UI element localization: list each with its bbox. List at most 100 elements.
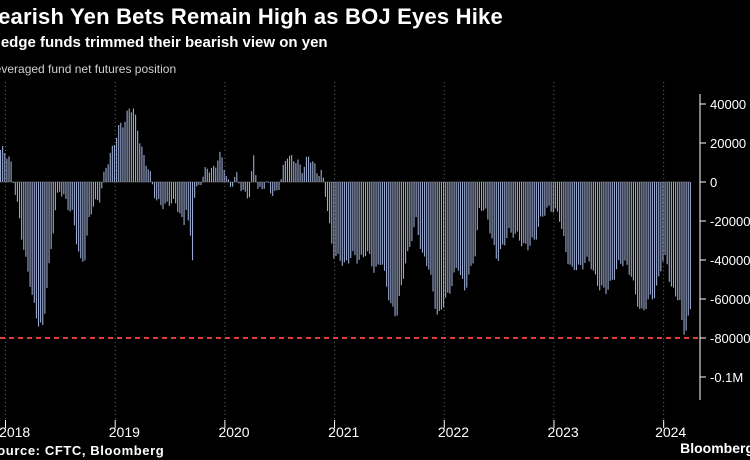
position-bar: [282, 164, 284, 182]
position-bar: [430, 182, 432, 275]
position-bar: [438, 182, 440, 311]
position-bar: [124, 121, 126, 182]
position-bar: [647, 182, 649, 300]
position-bar: [546, 182, 548, 208]
position-bar: [597, 182, 599, 286]
position-bar: [86, 182, 88, 236]
position-bar: [529, 182, 531, 246]
position-bar: [421, 182, 424, 253]
position-bar: [156, 182, 158, 201]
position-bar: [27, 182, 29, 272]
position-bar: [449, 182, 451, 294]
position-bar: [299, 164, 301, 182]
position-bar: [611, 182, 613, 280]
position-bar: [263, 182, 265, 189]
position-bar: [65, 182, 67, 199]
bloomberg-logo: Bloomberg: [680, 440, 750, 456]
position-bar: [630, 182, 632, 277]
position-bar: [443, 182, 445, 308]
position-bar: [624, 182, 626, 261]
position-bar: [466, 182, 468, 288]
position-bar: [453, 182, 455, 273]
position-bar: [514, 182, 516, 234]
y-tick-label: -60000: [710, 292, 750, 307]
position-bar: [242, 182, 244, 190]
position-bar: [556, 182, 559, 212]
position-bar: [59, 182, 61, 192]
position-bar: [411, 182, 413, 241]
position-bar: [71, 182, 73, 210]
y-tick-label: -20000: [710, 214, 750, 229]
position-bar: [297, 159, 299, 182]
position-bar: [487, 182, 489, 220]
position-bar: [356, 182, 358, 264]
position-bar: [499, 182, 502, 250]
position-bar: [603, 182, 605, 288]
position-bar: [164, 182, 166, 204]
position-bar: [683, 182, 685, 335]
position-bar: [255, 175, 257, 182]
position-bar: [605, 182, 607, 295]
position-bar: [4, 152, 6, 182]
position-bar: [398, 182, 400, 296]
position-bar: [424, 182, 426, 257]
position-bar: [455, 182, 457, 268]
position-bar: [82, 182, 84, 262]
position-bar: [316, 173, 318, 182]
position-bar: [609, 182, 611, 281]
position-bar: [111, 145, 113, 182]
position-bar: [122, 127, 124, 182]
position-bar: [120, 122, 122, 182]
position-bar: [394, 182, 396, 317]
position-bar: [44, 182, 46, 314]
position-bar: [613, 182, 615, 280]
position-bar: [172, 182, 175, 199]
position-bar: [90, 182, 92, 215]
y-tick-label: -0.1M: [710, 370, 743, 385]
position-bar: [565, 182, 567, 253]
position-bar: [105, 167, 107, 182]
position-bar: [141, 146, 143, 182]
position-bar: [210, 167, 213, 182]
position-bar: [634, 182, 637, 295]
position-bar: [373, 182, 375, 273]
position-bar: [88, 182, 90, 218]
position-bar: [126, 110, 128, 182]
position-bar: [295, 163, 297, 182]
position-bar: [168, 182, 170, 206]
position-bar: [662, 182, 664, 262]
position-bar: [331, 182, 333, 244]
position-bar: [33, 182, 35, 303]
position-bar: [658, 182, 660, 277]
x-tick-label: 2023: [548, 424, 579, 440]
position-bar: [46, 182, 48, 288]
position-bar: [238, 182, 240, 184]
position-bar: [31, 182, 33, 295]
source-note: Source: CFTC, Bloomberg: [0, 443, 164, 458]
position-bar: [497, 182, 499, 261]
position-bar: [542, 182, 544, 217]
position-bar: [383, 182, 386, 271]
position-bar: [276, 182, 278, 191]
position-bar: [37, 182, 40, 327]
position-bar: [75, 182, 78, 245]
position-bar: [445, 182, 447, 298]
position-bar: [651, 182, 653, 300]
position-bar: [521, 182, 523, 247]
position-bar: [377, 182, 379, 265]
position-bar: [291, 155, 293, 182]
position-bar: [348, 182, 350, 264]
position-bar: [533, 182, 535, 240]
position-bar: [508, 182, 510, 228]
position-bar: [215, 167, 217, 182]
position-bar: [14, 182, 16, 195]
position-bar: [343, 182, 345, 263]
position-bar: [670, 182, 672, 287]
y-tick-label: 20000: [710, 136, 746, 151]
position-bar: [175, 182, 177, 204]
position-bar: [198, 182, 200, 185]
position-bar: [305, 156, 307, 182]
position-bar: [166, 182, 168, 202]
position-bar: [132, 108, 134, 182]
position-bar: [386, 182, 388, 287]
